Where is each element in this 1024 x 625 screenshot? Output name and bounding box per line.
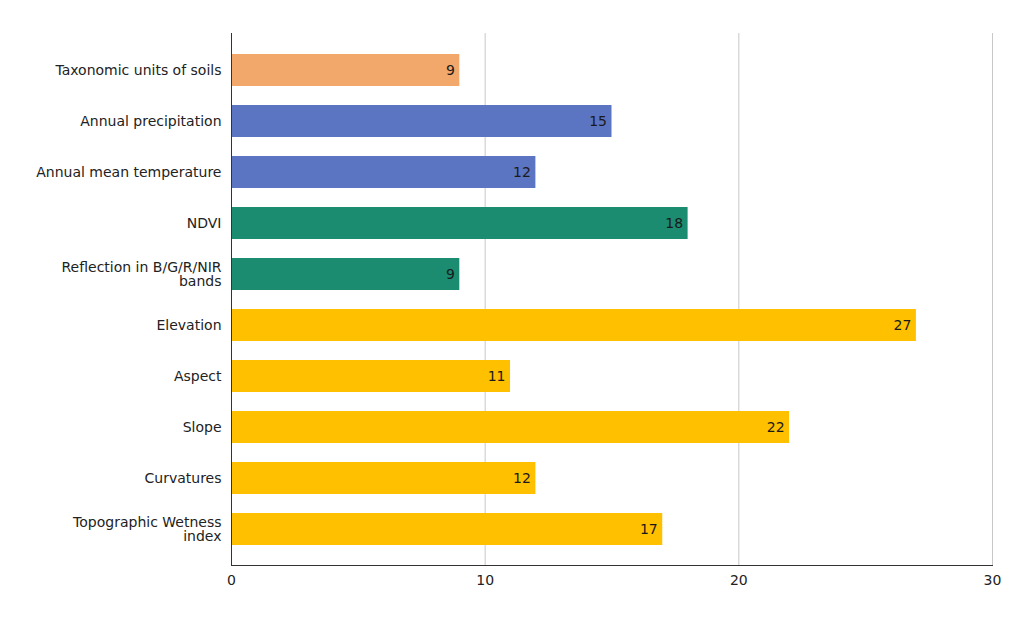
svg-text:15: 15 — [589, 113, 607, 129]
svg-text:9: 9 — [446, 62, 455, 78]
svg-text:30: 30 — [984, 572, 1002, 588]
svg-text:17: 17 — [640, 521, 658, 537]
svg-text:Annual precipitation: Annual precipitation — [80, 113, 221, 129]
svg-text:12: 12 — [513, 164, 531, 180]
svg-text:NDVI: NDVI — [187, 215, 222, 231]
svg-text:0: 0 — [227, 572, 236, 588]
svg-text:Aspect: Aspect — [174, 368, 222, 384]
svg-text:Elevation: Elevation — [156, 317, 221, 333]
svg-text:Taxonomic units of soils: Taxonomic units of soils — [54, 62, 221, 78]
svg-text:27: 27 — [894, 317, 912, 333]
svg-text:Reflection in B/G/R/NIRbands: Reflection in B/G/R/NIRbands — [62, 259, 222, 289]
svg-text:Curvatures: Curvatures — [145, 470, 222, 486]
svg-text:18: 18 — [665, 215, 683, 231]
svg-text:22: 22 — [767, 419, 785, 435]
svg-text:12: 12 — [513, 470, 531, 486]
svg-text:Annual mean temperature: Annual mean temperature — [36, 164, 221, 180]
svg-text:10: 10 — [476, 572, 494, 588]
svg-text:Topographic Wetnessindex: Topographic Wetnessindex — [72, 514, 221, 544]
svg-text:11: 11 — [488, 368, 506, 384]
svg-text:20: 20 — [730, 572, 748, 588]
svg-text:Slope: Slope — [183, 419, 222, 435]
svg-text:9: 9 — [446, 266, 455, 282]
